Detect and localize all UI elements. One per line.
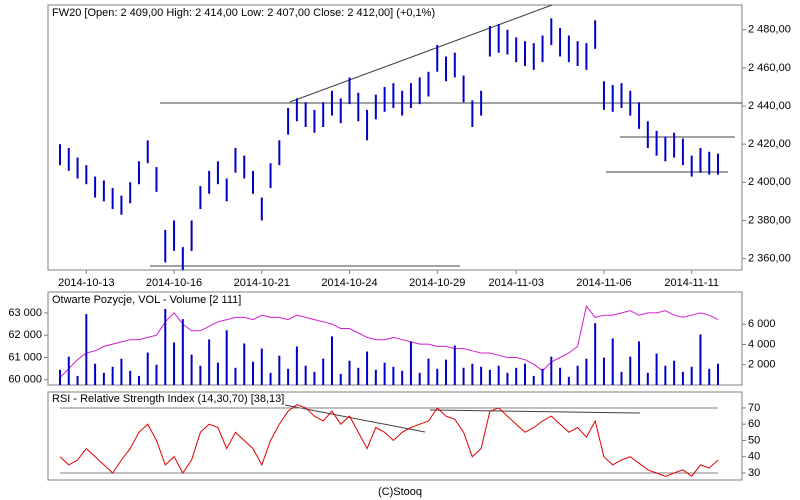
trend-line [289, 4, 553, 103]
y-tick-label: 61 000 [8, 351, 42, 363]
y-tick-label: 63 000 [8, 307, 42, 319]
x-tick-label: 2014-11-06 [576, 277, 631, 289]
y-tick-label: 2 360,00 [748, 252, 791, 264]
y-tick-label: 4 000 [748, 338, 776, 350]
y-tick-label: 50 [748, 434, 760, 446]
x-tick-label: 2014-10-29 [409, 277, 465, 289]
footer: (C)Stooq [378, 486, 422, 498]
x-tick-label: 2014-10-16 [146, 277, 202, 289]
open-interest-line [59, 305, 719, 378]
volume-panel [47, 291, 743, 386]
x-tick-label: 2014-10-13 [58, 277, 114, 289]
chart-title: FW20 [Open: 2 409,00 High: 2 414,00 Low:… [52, 7, 435, 19]
x-tick-label: 2014-10-21 [234, 277, 290, 289]
trend-line [429, 409, 641, 414]
y-tick-label: 62 000 [8, 329, 42, 341]
y-tick-label: 40 [748, 451, 760, 463]
y-tick-label: 2 380,00 [748, 214, 791, 226]
y-tick-label: 2 440,00 [748, 100, 791, 112]
x-tick-label: 2014-10-24 [321, 277, 377, 289]
y-tick-label: 2 480,00 [748, 24, 791, 36]
y-tick-label: 2 000 [748, 359, 776, 371]
rsi-line [59, 404, 719, 477]
y-tick-label: 2 460,00 [748, 62, 791, 74]
y-tick-label: 60 000 [8, 374, 42, 386]
y-tick-label: 60 [748, 418, 760, 430]
rsi-panel [47, 391, 743, 481]
trend-line [284, 404, 426, 433]
x-tick-label: 2014-11-11 [664, 277, 719, 289]
chart-title: RSI - Relative Strength Index (14,30,70)… [52, 393, 284, 405]
y-tick-label: 2 420,00 [748, 138, 791, 150]
y-tick-label: 70 [748, 402, 760, 414]
x-tick-label: 2014-11-03 [488, 277, 543, 289]
chart-title: Otwarte Pozycje, VOL - Volume [2 111] [52, 294, 241, 306]
y-tick-label: 6 000 [748, 318, 776, 330]
y-tick-label: 2 400,00 [748, 176, 791, 188]
y-tick-label: 30 [748, 467, 760, 479]
